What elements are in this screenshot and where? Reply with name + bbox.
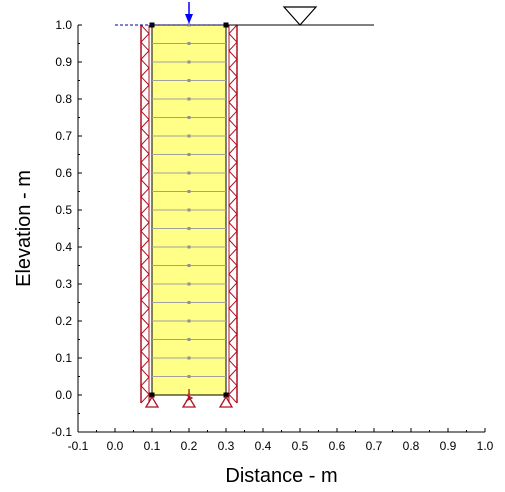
- mesh-node: [187, 319, 191, 323]
- x-ticks: -0.1 0.0 0.1 0.2 0.3 0.4 0.5 0.6 0.7 0.8 0.9 1.0: [68, 428, 494, 453]
- mesh-node: [187, 375, 191, 378]
- boundary-conditions: [140, 24, 238, 408]
- y-tick-label: 0.3: [55, 277, 72, 291]
- y-tick-label: 0.7: [55, 129, 72, 143]
- mesh-node: [187, 134, 191, 138]
- corner-node: [149, 392, 155, 398]
- x-tick-label: 0.6: [329, 439, 346, 453]
- right-boundary-zigzag: [228, 24, 238, 404]
- mesh-node: [187, 338, 191, 341]
- x-tick-label: 0.5: [292, 439, 309, 453]
- y-tick-label: 0.8: [55, 92, 72, 106]
- mesh-node: [187, 97, 191, 101]
- x-tick-label: 0.0: [107, 439, 124, 453]
- column-group: [149, 22, 229, 398]
- annotations: [115, 2, 374, 26]
- center-support-hinge: [185, 394, 194, 402]
- mesh-node: [187, 356, 191, 360]
- y-tick-label: 0.0: [55, 388, 72, 402]
- x-tick-label: 0.8: [403, 439, 420, 453]
- mesh-node: [187, 245, 191, 249]
- center-support: [181, 395, 197, 408]
- y-tick-label: 0.5: [55, 203, 72, 217]
- x-axis-title: Distance - m: [225, 465, 337, 487]
- mesh-node: [187, 171, 191, 175]
- mesh-node: [187, 264, 191, 267]
- mesh-node: [187, 190, 191, 193]
- left-boundary-zigzag: [140, 24, 150, 404]
- y-tick-label: 0.9: [55, 55, 72, 69]
- y-tick-label: 0.4: [55, 240, 72, 254]
- y-tick-label: 0.6: [55, 166, 72, 180]
- x-tick-label: 0.9: [440, 439, 457, 453]
- left-support: [144, 395, 160, 408]
- x-tick-label: 0.7: [366, 439, 383, 453]
- mesh-node: [187, 301, 191, 304]
- x-tick-label: 0.1: [144, 439, 161, 453]
- mesh-node: [187, 79, 191, 82]
- mesh-node: [187, 116, 191, 119]
- mesh-node: [187, 60, 191, 64]
- mesh-node: [187, 208, 191, 212]
- y-tick-label: 0.2: [55, 314, 72, 328]
- mesh-node: [187, 227, 191, 230]
- corner-node: [223, 392, 229, 398]
- axes: -0.1 0.0 0.1 0.2 0.3 0.4 0.5 0.6 0.7 0.8 0.9 1.0 -0…: [51, 18, 493, 453]
- y-tick-label: 0.1: [55, 351, 72, 365]
- mesh-node: [187, 42, 191, 45]
- y-axis-title: Elevation - m: [13, 170, 35, 287]
- right-support: [218, 395, 234, 408]
- mesh-node: [187, 153, 191, 156]
- x-tick-label: 0.2: [181, 439, 198, 453]
- x-tick-label: -0.1: [68, 439, 89, 453]
- mesh-node: [187, 282, 191, 286]
- x-tick-label: 1.0: [477, 439, 494, 453]
- load-arrow-head: [185, 14, 193, 24]
- water-table-symbol: [282, 6, 318, 26]
- mesh-node: [187, 23, 191, 27]
- y-tick-label: -0.1: [51, 425, 72, 439]
- y-tick-label: 1.0: [55, 18, 72, 32]
- x-tick-label: 0.3: [218, 439, 235, 453]
- x-tick-label: 0.4: [255, 439, 272, 453]
- y-ticks: -0.1 0.0 0.1 0.2 0.3 0.4 0.5 0.6 0.7 0.8 0.9 1.0: [51, 18, 82, 439]
